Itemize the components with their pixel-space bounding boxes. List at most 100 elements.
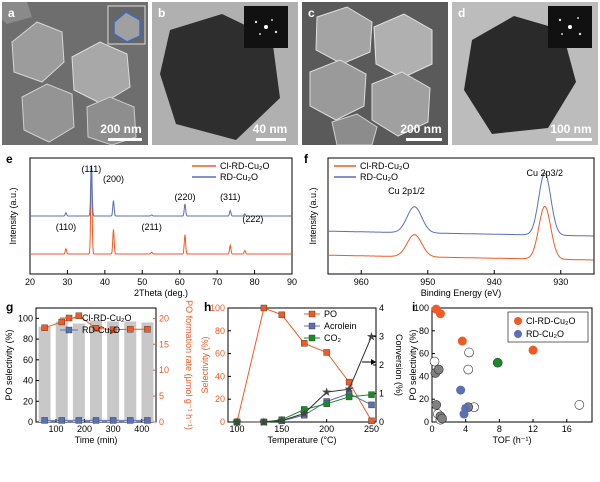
x-tick-label: 16 <box>562 424 572 434</box>
y-axis-label: Selectivity (%) <box>200 336 210 393</box>
panel-label-h: h <box>204 300 212 314</box>
sem-crystals-a <box>2 2 148 145</box>
x-tick-label: 400 <box>134 424 149 434</box>
y2-tick-label: 0 <box>159 417 164 427</box>
data-point <box>301 340 308 347</box>
selectivity-bar <box>55 321 68 422</box>
selectivity-bar <box>90 320 102 422</box>
x-tick-label: 12 <box>528 424 538 434</box>
chart-xps: 960 950 940 930 Binding Energy (eV) Intensity… <box>308 157 595 298</box>
scale-label-c: 200 nm <box>400 122 442 136</box>
data-point <box>41 417 48 424</box>
legend-marker <box>308 310 316 318</box>
panel-label-i: i <box>412 300 416 314</box>
x-tick-label: 200 <box>319 424 334 434</box>
legend-label: Cl-RD-Cu₂O <box>220 161 270 171</box>
peak-label: (220) <box>174 192 195 202</box>
peak-label: Cu 2p3/2 <box>527 168 564 178</box>
data-point <box>75 417 83 424</box>
x-tick-label: 20 <box>25 277 35 287</box>
y2-tick-label: 5 <box>159 391 164 401</box>
data-point <box>127 417 134 424</box>
conversion-point: ★ <box>258 415 269 429</box>
y-tick-label: 100 <box>18 313 33 323</box>
scale-label-a: 200 nm <box>100 122 142 136</box>
data-point <box>75 312 83 319</box>
data-point <box>109 417 117 424</box>
x-tick-label: 100 <box>229 424 244 434</box>
x-tick-label: 150 <box>274 424 289 434</box>
y-tick-label: 20 <box>419 394 429 404</box>
data-point <box>492 357 503 368</box>
data-point <box>127 326 134 333</box>
data-point <box>109 326 117 333</box>
x-tick-label: 90 <box>287 277 297 287</box>
legend-label: Acrolein <box>324 321 357 331</box>
chart-xrd: 20 30 40 50 60 70 80 90 2Theta (deg.) Intensity (… <box>8 157 297 298</box>
y-axis-label: Intensity (a.u.) <box>8 187 18 244</box>
legend-marker <box>308 334 316 342</box>
x-tick-label: 8 <box>497 424 502 434</box>
x-tick-label: 950 <box>420 277 435 287</box>
x-tick-label: 60 <box>175 277 185 287</box>
peak-label: (200) <box>103 174 124 184</box>
data-point <box>528 345 538 355</box>
y2-axis-label: PO formation rate (μmol g⁻¹ h⁻¹) <box>184 300 194 430</box>
data-point <box>429 356 440 367</box>
panel-label-b: b <box>158 6 166 20</box>
x-tick-label: 200 <box>77 424 92 434</box>
data-point <box>368 401 375 409</box>
panel-label-g: g <box>6 300 14 314</box>
plot-frame <box>327 157 595 275</box>
panel-label-f: f <box>304 152 308 166</box>
data-point <box>144 417 151 424</box>
y-tick-label: 20 <box>215 394 225 404</box>
chart-tof: 0 4 8 12 16 0 20 40 60 80 100 TOF (h⁻¹) PO selectivi… <box>408 303 593 445</box>
conversion-line <box>237 336 372 423</box>
legend-marker <box>65 326 73 334</box>
chart-temperature: 100 150 200 25002040608010001234Temperature… <box>200 303 404 445</box>
tem-crystal-d <box>452 2 598 145</box>
data-point <box>368 417 375 425</box>
peak-label: Cu 2p1/2 <box>388 186 425 196</box>
tem-image-b: b 40 nm <box>152 2 298 145</box>
y2-tick-label: 0 <box>379 417 384 427</box>
conversion-point: ★ <box>276 414 287 428</box>
x-tick-label: 250 <box>364 424 379 434</box>
conversion-point: ★ <box>366 330 377 344</box>
data-point <box>278 311 286 319</box>
scale-bar-a <box>108 138 142 141</box>
y-tick-label: 40 <box>23 376 33 386</box>
legend-label: RD-Cu₂O <box>526 329 564 339</box>
y-tick-label: 60 <box>23 355 33 365</box>
x-tick-label: 960 <box>354 277 369 287</box>
data-point <box>92 417 100 424</box>
legend-marker <box>65 314 73 322</box>
data-point <box>41 324 48 331</box>
legend-label: RD-Cu₂O <box>82 325 120 335</box>
x-tick-label: 80 <box>250 277 260 287</box>
x-tick-label: 940 <box>487 277 502 287</box>
data-point <box>260 304 268 312</box>
conversion-point: ★ <box>299 406 310 420</box>
panel-label-e: e <box>6 152 13 166</box>
x-tick-label: 30 <box>62 277 72 287</box>
panel-label-a: a <box>8 6 15 20</box>
legend-box <box>507 311 589 343</box>
selectivity-bar <box>72 323 85 422</box>
x-tick-label: 4 <box>463 424 468 434</box>
data-point <box>456 385 466 395</box>
y-tick-label: 100 <box>414 303 429 313</box>
data-point <box>144 326 151 333</box>
series-line <box>328 205 594 261</box>
x-tick-label: 0 <box>429 424 434 434</box>
data-point <box>345 393 353 401</box>
y2-tick-label: 10 <box>159 365 169 375</box>
data-point <box>92 325 100 332</box>
x-axis-label: Temperature (°C) <box>267 435 336 445</box>
legend-label: Cl-RD-Cu₂O <box>360 161 410 171</box>
x-axis-label: Time (min) <box>75 435 118 445</box>
y2-tick-label: 15 <box>159 339 169 349</box>
y-tick-label: 80 <box>23 334 33 344</box>
series-line <box>328 172 594 237</box>
